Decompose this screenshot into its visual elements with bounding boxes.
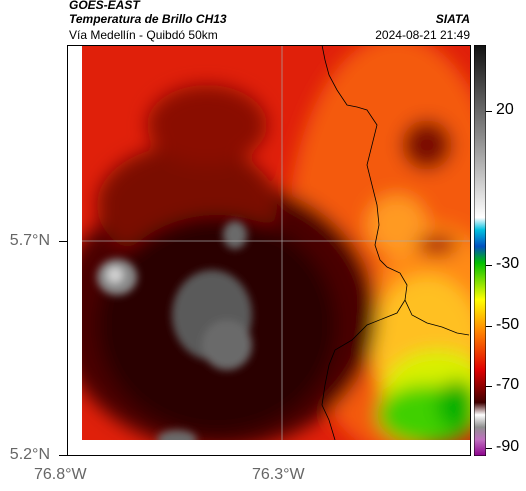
colorbar-label: 20 bbox=[496, 101, 514, 118]
brightness-temperature-map bbox=[67, 45, 471, 456]
colorbar-tick bbox=[486, 111, 492, 112]
datetime-label: 2024-08-21 21:49 bbox=[375, 28, 470, 42]
lat-label: 5.7°N bbox=[9, 232, 50, 249]
source-label: SIATA bbox=[435, 12, 470, 26]
colorbar bbox=[474, 45, 486, 456]
satellite-title: GOES-EAST bbox=[69, 0, 140, 12]
lat-label: 5.2°N bbox=[9, 446, 50, 463]
colorbar-label: -30 bbox=[496, 255, 520, 272]
colorbar-tick bbox=[486, 448, 492, 449]
lat-tick bbox=[59, 241, 67, 242]
lon-label: 76.3°W bbox=[252, 466, 305, 483]
colorbar-tick bbox=[486, 326, 492, 327]
product-title: Temperatura de Brillo CH13 bbox=[69, 12, 227, 26]
lat-tick bbox=[59, 455, 67, 456]
colorbar-tick bbox=[486, 265, 492, 266]
colorbar-tick bbox=[486, 386, 492, 387]
colorbar-label: -50 bbox=[496, 316, 520, 333]
colorbar-label: -90 bbox=[496, 438, 520, 455]
lon-label: 76.8°W bbox=[34, 466, 87, 483]
region-subtitle: Vía Medellín - Quibdó 50km bbox=[69, 28, 218, 42]
colorbar-label: -70 bbox=[496, 376, 520, 393]
